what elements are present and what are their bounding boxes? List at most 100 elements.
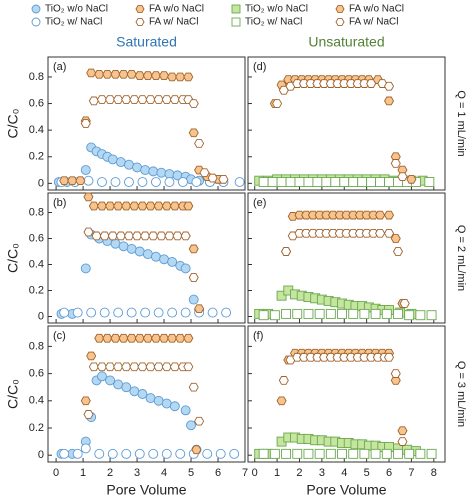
data-point xyxy=(110,177,121,187)
side-label: Q = 3 mL/min xyxy=(455,361,467,427)
data-point xyxy=(312,177,323,187)
data-point xyxy=(164,231,175,241)
data-point xyxy=(80,119,91,128)
data-point xyxy=(96,95,107,104)
data-point xyxy=(359,79,370,88)
data-point xyxy=(148,166,159,177)
legend-marker xyxy=(231,4,241,14)
data-point xyxy=(348,228,359,238)
y-tick-label: 0.6 xyxy=(29,368,44,380)
data-point xyxy=(80,443,91,454)
data-point xyxy=(80,165,91,176)
data-point xyxy=(113,95,124,104)
data-point xyxy=(384,210,395,220)
data-point xyxy=(83,227,94,237)
data-point xyxy=(110,69,121,79)
data-point xyxy=(330,177,341,187)
y-tick-label: 0.4 xyxy=(29,124,44,136)
data-point xyxy=(126,307,137,318)
panel-label: (b) xyxy=(53,197,66,209)
data-point xyxy=(361,210,372,220)
data-point xyxy=(325,352,336,362)
data-point xyxy=(59,176,70,186)
data-point xyxy=(357,177,368,187)
data-point xyxy=(129,386,140,397)
data-point xyxy=(298,79,309,88)
data-point xyxy=(159,333,170,343)
data-point xyxy=(292,448,303,459)
data-point xyxy=(334,228,345,238)
data-point xyxy=(99,307,110,318)
data-point xyxy=(121,95,132,104)
data-point xyxy=(172,231,183,241)
data-point xyxy=(175,448,186,459)
data-point xyxy=(126,333,137,343)
data-point xyxy=(137,389,148,399)
y-tick-label: 0.8 xyxy=(29,71,44,83)
y-tick-label: 0.8 xyxy=(29,340,44,352)
plot-frame xyxy=(247,192,446,324)
data-point xyxy=(167,333,178,343)
x-tick-label: 2 xyxy=(107,467,113,479)
data-point xyxy=(80,263,91,274)
data-point xyxy=(392,247,404,256)
data-point xyxy=(294,228,305,238)
legend-marker xyxy=(231,17,241,27)
data-point xyxy=(134,246,145,257)
data-point xyxy=(134,448,145,459)
data-point xyxy=(153,201,164,211)
data-point xyxy=(325,448,336,459)
legend-label: TiO₂ w/ NaCl xyxy=(245,17,302,28)
data-point xyxy=(156,231,167,241)
data-point xyxy=(186,420,196,431)
data-point xyxy=(258,177,269,187)
data-point xyxy=(88,96,99,106)
data-point xyxy=(137,201,148,211)
data-point xyxy=(105,95,116,104)
data-point xyxy=(110,238,121,249)
data-point xyxy=(229,448,240,459)
data-point xyxy=(281,448,292,459)
data-point xyxy=(292,79,303,88)
plot-frame xyxy=(47,192,246,324)
data-point xyxy=(121,382,132,393)
legend-label: TiO₂ w/ NaCl xyxy=(45,17,102,28)
panel-title: Saturated xyxy=(116,34,177,50)
data-point xyxy=(359,448,370,459)
data-point xyxy=(161,398,172,409)
data-point xyxy=(153,307,164,318)
data-point xyxy=(148,231,159,241)
data-point xyxy=(390,369,401,378)
data-point xyxy=(368,228,379,238)
data-point xyxy=(384,177,394,187)
y-tick-label: 0.4 xyxy=(29,395,44,407)
data-point xyxy=(312,79,323,88)
side-label: Q = 1 mL/min xyxy=(455,90,467,156)
data-point xyxy=(150,177,161,187)
data-point xyxy=(321,177,332,187)
data-point xyxy=(156,167,167,178)
data-point xyxy=(292,308,303,319)
data-point xyxy=(314,210,325,220)
data-point xyxy=(107,154,118,165)
data-point xyxy=(175,72,186,82)
data-point xyxy=(345,352,356,362)
data-point xyxy=(194,304,205,314)
data-point xyxy=(415,310,426,321)
data-point xyxy=(301,210,312,220)
data-point xyxy=(188,128,199,138)
data-point xyxy=(321,210,332,220)
data-point xyxy=(352,352,363,362)
data-point xyxy=(107,448,118,459)
y-axis-label: C/C₀ xyxy=(5,379,21,409)
data-point xyxy=(161,448,172,459)
data-point xyxy=(145,201,156,211)
data-point xyxy=(164,177,175,187)
data-point xyxy=(272,99,283,108)
data-point xyxy=(121,448,132,459)
data-point xyxy=(319,79,330,88)
data-point xyxy=(161,201,172,211)
data-point xyxy=(305,352,316,362)
data-point xyxy=(86,68,97,78)
data-point xyxy=(191,445,202,455)
